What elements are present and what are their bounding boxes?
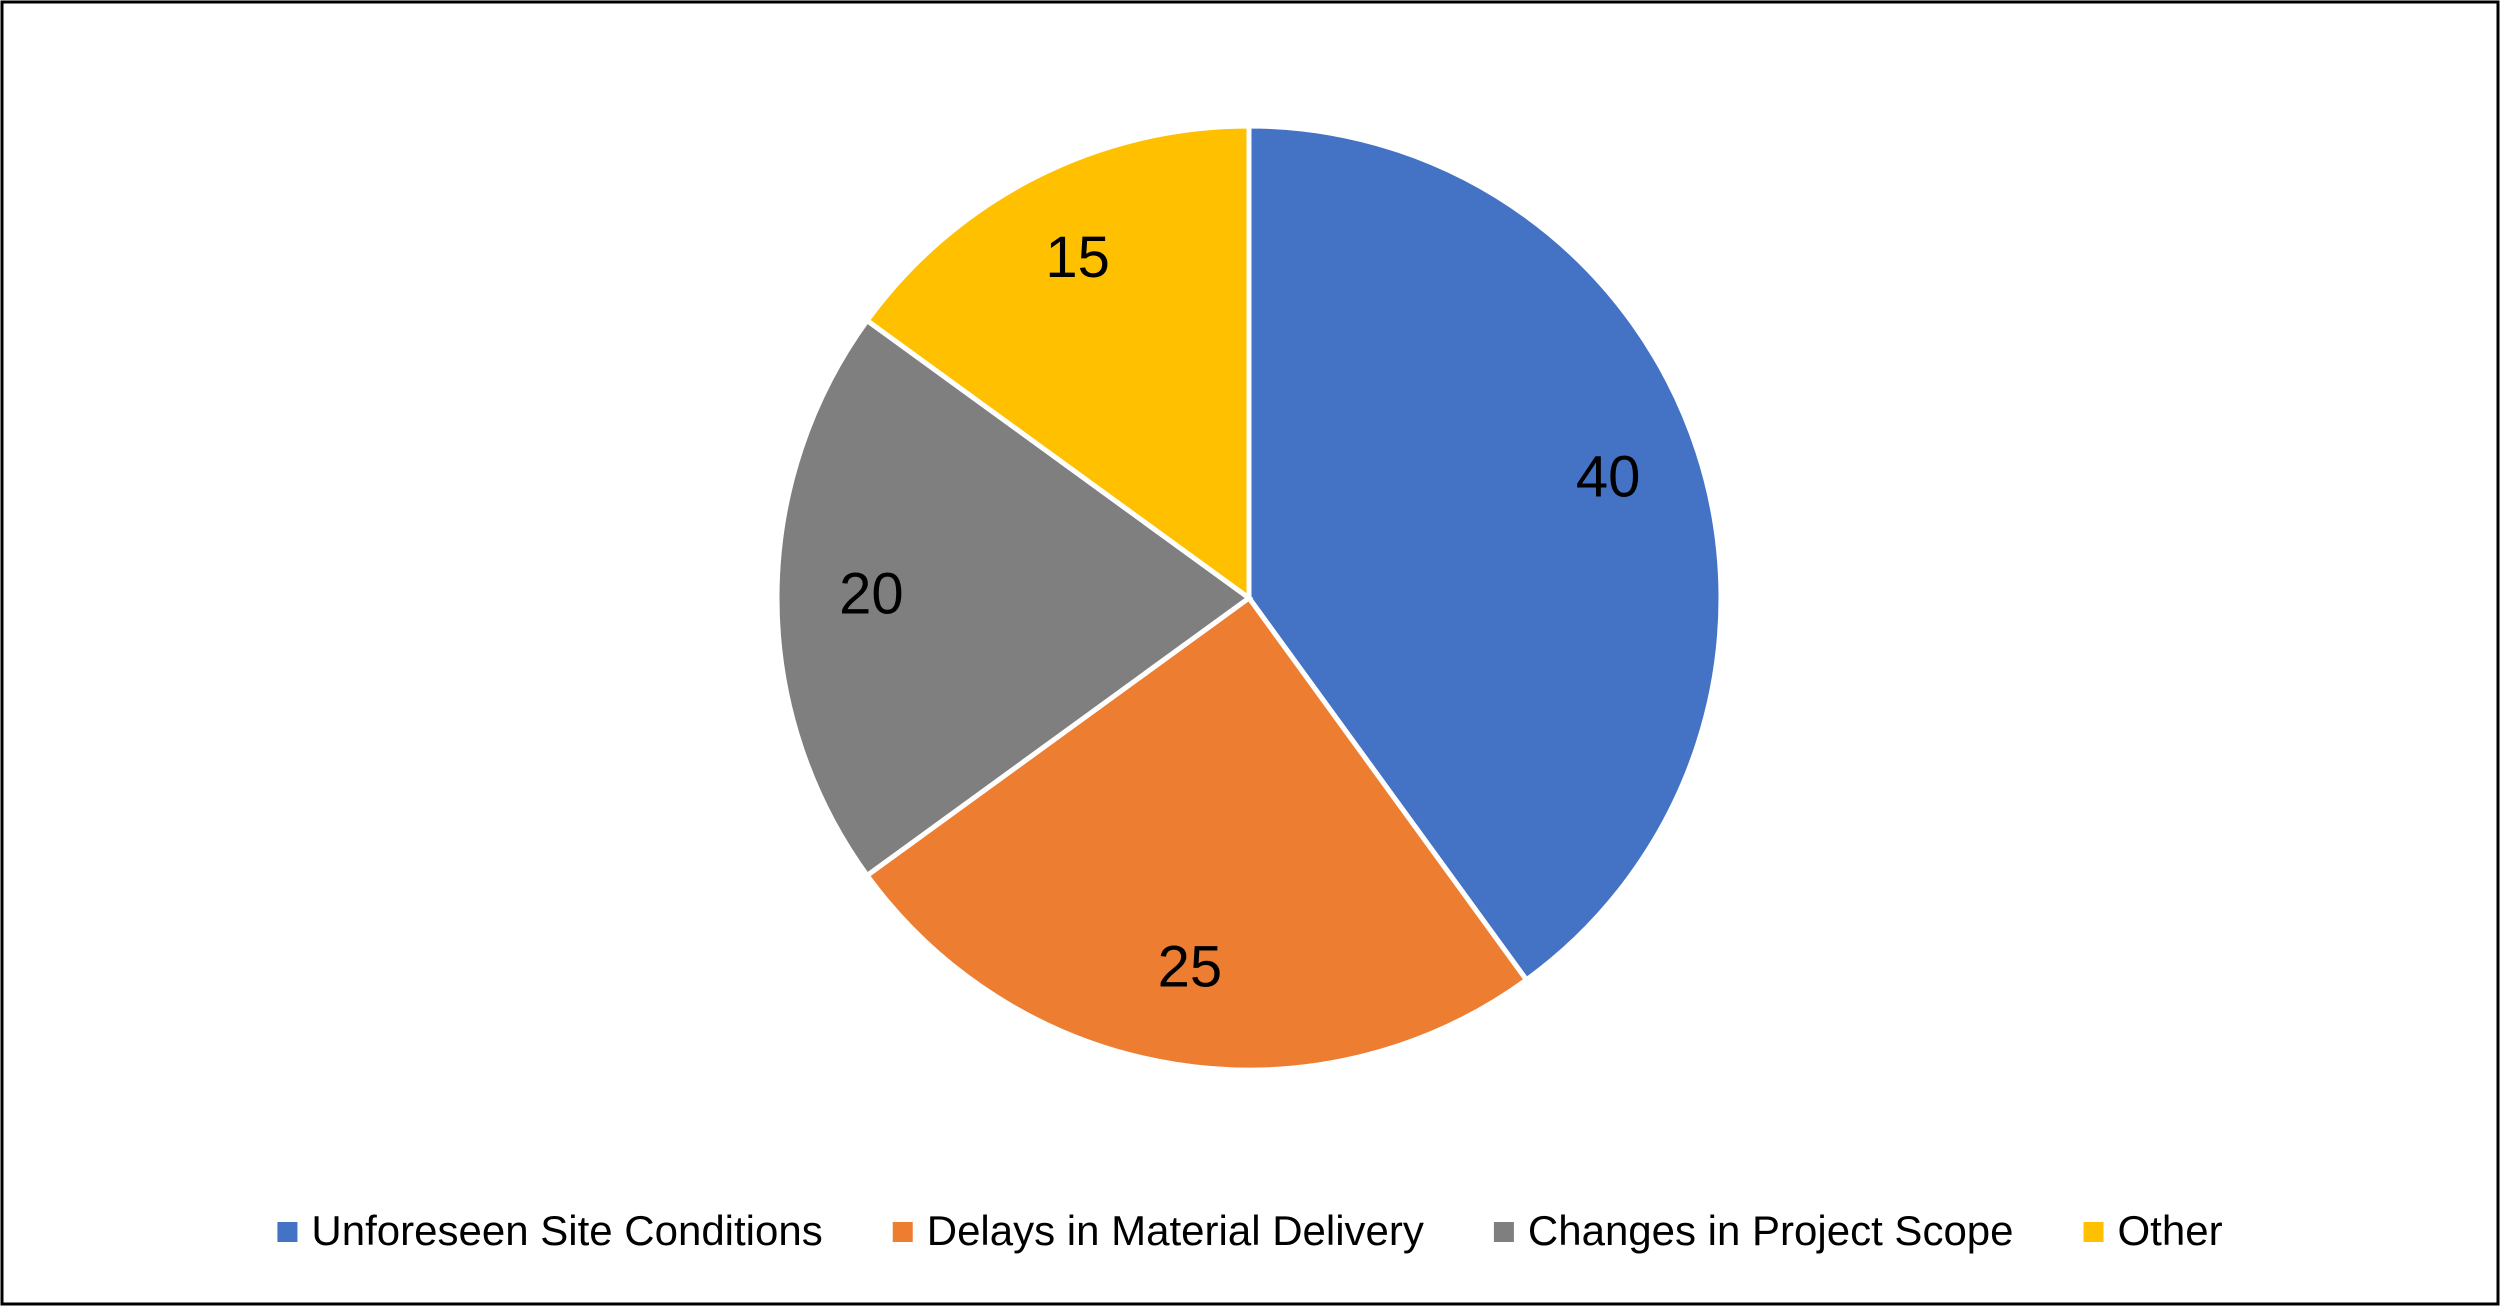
legend-swatch	[2083, 1222, 2104, 1242]
legend-text: Delays in Material Delivery	[927, 1207, 1424, 1254]
legend: Unforeseen Site Conditions Delays in Mate…	[277, 1207, 2223, 1254]
pie-slice	[774, 317, 1254, 879]
legend-text: Other	[2118, 1207, 2223, 1254]
value-label: 15	[1045, 225, 1110, 290]
legend-swatch	[892, 1222, 913, 1242]
pie-slice	[1246, 123, 1724, 984]
legend-text: Changes in Project Scope	[1528, 1207, 2014, 1254]
pie-slice	[863, 123, 1252, 603]
pie-slice	[863, 594, 1530, 1073]
value-label: 25	[1158, 934, 1223, 999]
legend-swatch	[1493, 1222, 1514, 1242]
value-label: 40	[1576, 445, 1641, 510]
value-label: 20	[839, 561, 904, 626]
legend-text: Unforeseen Site Conditions	[311, 1207, 822, 1254]
legend-swatch	[277, 1222, 298, 1242]
